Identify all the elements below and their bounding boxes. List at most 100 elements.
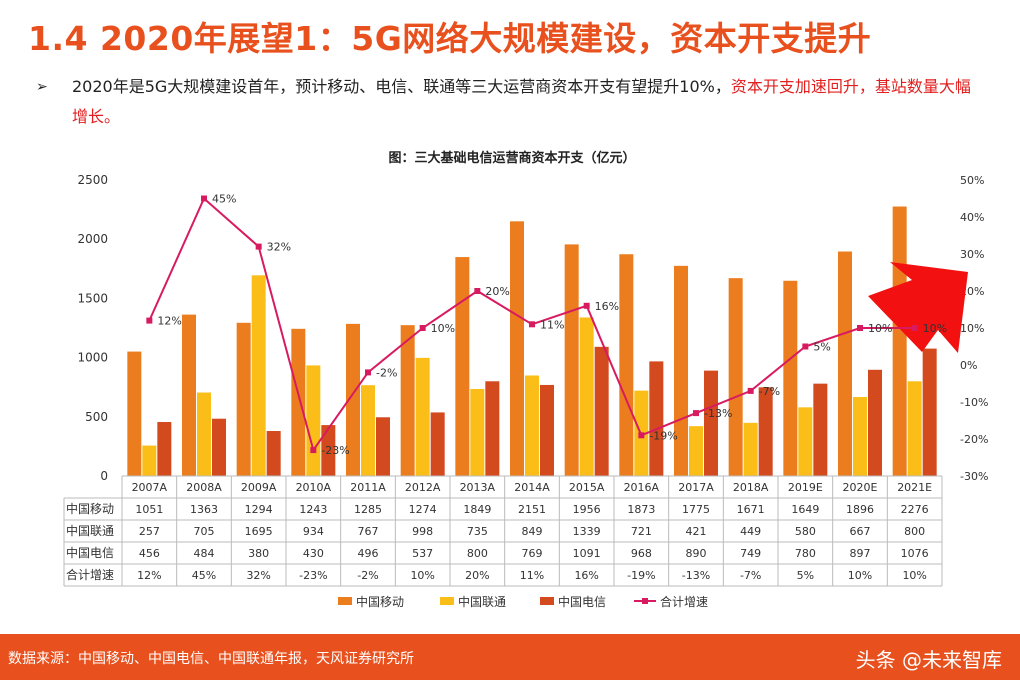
bar [157,422,172,476]
x-tick-label: 2010A [296,481,332,494]
growth-data-label: 12% [157,315,181,328]
bar [892,206,907,476]
y2-tick-label: 50% [960,174,984,187]
table-cell: -2% [357,569,378,582]
table-cell: 1775 [682,503,710,516]
table-cell: 537 [412,547,433,560]
table-cell: 10% [902,569,926,582]
table-cell: 430 [303,547,324,560]
table-row-label: 合计增速 [66,567,114,582]
y2-tick-label: 20% [960,285,984,298]
table-row-label: 中国电信 [66,545,114,560]
legend-label: 中国移动 [356,594,404,609]
bar [430,412,445,476]
y2-tick-label: 0% [960,359,977,372]
table-cell: 456 [139,547,160,560]
table-cell: 10% [848,569,872,582]
x-tick-label: 2019E [788,481,823,494]
table-cell: 1671 [737,503,765,516]
table-row-label: 中国联通 [66,523,114,538]
table-cell: 735 [467,525,488,538]
bar [251,275,266,476]
x-tick-label: 2013A [460,481,496,494]
growth-point [255,243,262,250]
data-source: 数据来源：中国移动、中国电信、中国联通年报，天风证券研究所 [8,651,414,667]
table-cell: 11% [520,569,544,582]
growth-data-label: -7% [759,385,780,398]
growth-data-label: 10% [868,322,892,335]
growth-point [583,302,590,309]
growth-data-label: 11% [540,318,564,331]
bar [743,422,758,476]
table-cell: 1274 [409,503,437,516]
bullet-text-normal: 2020年是5G大规模建设首年，预计移动、电信、联通等三大运营商资本开支有望提升… [72,77,731,96]
table-cell: 1243 [299,503,327,516]
bar [728,278,743,476]
bar [564,244,579,476]
x-tick-label: 2021E [897,481,932,494]
bar [704,370,718,476]
x-tick-label: 2009A [241,481,277,494]
table-cell: 12% [137,569,161,582]
table-cell: 257 [139,525,160,538]
table-cell: 1956 [573,503,601,516]
bar [510,221,524,476]
bar [182,314,196,476]
table-cell: 380 [248,547,269,560]
bar [868,369,882,476]
table-row-label: 中国移动 [66,501,114,516]
table-cell: 1339 [573,525,601,538]
x-tick-label: 2020E [843,481,878,494]
bar [455,257,470,476]
slide-title: 1.4 2020年展望1：5G网络大规模建设，资本开支提升 [28,19,872,58]
x-tick-label: 2014A [514,481,550,494]
x-tick-label: 2007A [132,481,168,494]
table-cell: 800 [467,547,488,560]
table-cell: 1873 [627,503,655,516]
table-cell: 45% [192,569,216,582]
growth-point [911,325,918,331]
bar [813,383,828,476]
table-cell: 1091 [573,547,601,560]
table-cell: -7% [740,569,761,582]
footer-bar: 数据来源：中国移动、中国电信、中国联通年报，天风证券研究所 头条 @未来智库 [0,634,1020,680]
chart-title: 图：三大基础电信运营商资本开支（亿元） [388,150,635,166]
growth-point [857,325,863,331]
table-cell: 890 [686,547,707,560]
table-cell: 496 [358,547,379,560]
legend-marker [642,598,648,604]
y-tick-label: 0 [100,469,108,483]
table-cell: 705 [194,525,215,538]
y2-tick-label: -20% [960,433,988,446]
growth-data-label: -23% [321,444,349,457]
bar [758,387,773,476]
table-cell: 421 [686,525,707,538]
bar [236,322,251,476]
growth-data-label: 45% [212,193,236,206]
bar [212,418,226,476]
table-cell: -23% [299,569,327,582]
bar [346,323,360,476]
y-tick-label: 2500 [77,173,108,187]
growth-point [146,317,153,324]
bar [415,357,430,476]
bar [689,426,703,476]
x-tick-label: 2015A [569,481,605,494]
table-cell: 1896 [846,503,874,516]
y-tick-label: 2000 [77,232,108,246]
table-cell: 767 [358,525,379,538]
bar [649,361,664,476]
growth-data-label: -13% [704,407,732,420]
table-cell: 1849 [463,503,491,516]
x-tick-label: 2017A [678,481,714,494]
table-cell: 449 [740,525,761,538]
table-cell: 2276 [901,503,929,516]
legend-swatch [440,597,454,605]
x-tick-label: 2016A [624,481,660,494]
bar [197,392,211,476]
bar [853,397,867,476]
growth-point [747,387,754,394]
bar [525,375,539,476]
growth-data-label: 5% [813,341,830,354]
bar [291,328,306,476]
